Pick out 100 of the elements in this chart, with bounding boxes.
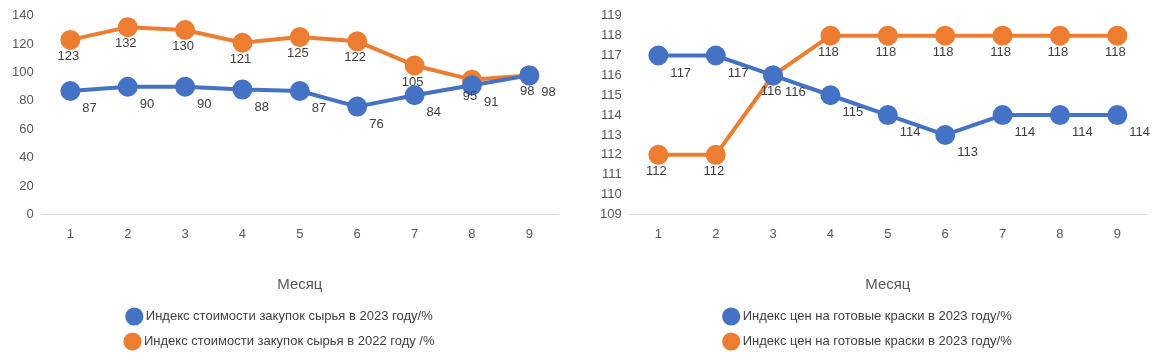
point <box>992 105 1013 126</box>
data-label: 113 <box>957 144 978 160</box>
x-tick-label: 2 <box>124 225 132 241</box>
point <box>1107 105 1128 126</box>
data-label: 114 <box>1071 124 1093 140</box>
point <box>175 76 196 97</box>
data-label: 121 <box>229 50 252 66</box>
point <box>60 80 81 101</box>
data-label: 118 <box>818 43 839 59</box>
x-tick-label: 7 <box>410 225 419 241</box>
x-tick-label: 5 <box>296 225 304 241</box>
data-label: 112 <box>646 162 667 178</box>
y-tick-label: 113 <box>600 126 622 142</box>
data-label: 76 <box>369 115 384 131</box>
point <box>60 29 81 50</box>
data-label: 132 <box>114 35 137 51</box>
point <box>705 45 726 66</box>
legend-label: Индекс цен на готовые краски в 2023 году/% <box>742 308 1013 324</box>
data-label: 87 <box>82 100 97 116</box>
point <box>705 144 726 165</box>
y-tick-label: 115 <box>600 86 622 102</box>
point <box>877 25 898 46</box>
data-label: 130 <box>172 38 194 54</box>
x-tick-label: 6 <box>941 225 949 241</box>
y-tick-label: 116 <box>600 66 622 82</box>
data-label: 90 <box>197 95 212 111</box>
x-tick-label: 5 <box>884 225 892 241</box>
data-label: 118 <box>875 43 897 59</box>
data-label: 118 <box>1104 43 1126 59</box>
point <box>935 124 956 145</box>
data-label: 87 <box>311 100 327 116</box>
data-label: 98 <box>520 83 535 99</box>
legend-label: Индекс стоимости закупок сырья в 2023 году/% <box>145 308 434 324</box>
data-label: 105 <box>401 73 424 89</box>
y-tick-label: 0 <box>26 205 34 221</box>
data-label: 90 <box>139 95 155 111</box>
x-axis-title: Месяц <box>865 275 911 293</box>
y-tick-label: 109 <box>599 205 622 221</box>
x-tick-label: 9 <box>1113 225 1121 241</box>
x-tick-label: 4 <box>826 225 835 241</box>
x-tick-label: 3 <box>769 225 777 241</box>
y-tick-label: 119 <box>600 7 622 23</box>
data-label: 114 <box>899 124 921 140</box>
x-tick-label: 9 <box>525 225 533 241</box>
point <box>935 25 956 46</box>
y-tick-label: 60 <box>19 120 34 136</box>
data-label: 125 <box>286 45 309 61</box>
point <box>1049 25 1070 46</box>
x-tick-label: 8 <box>468 225 476 241</box>
point <box>404 55 425 76</box>
x-tick-label: 1 <box>66 225 74 241</box>
x-tick-label: 2 <box>712 225 720 241</box>
y-tick-label: 100 <box>11 64 34 80</box>
data-label: 112 <box>703 162 725 178</box>
data-label: 116 <box>785 84 806 100</box>
y-tick-label: 111 <box>601 166 622 182</box>
point <box>175 19 196 40</box>
point <box>820 85 841 106</box>
point <box>1107 25 1128 46</box>
point <box>232 79 253 100</box>
point <box>404 85 425 106</box>
point <box>289 80 310 101</box>
y-tick-label: 118 <box>600 27 622 43</box>
data-label: 117 <box>670 64 692 80</box>
y-tick-label: 114 <box>600 106 622 122</box>
data-label: 115 <box>842 104 864 120</box>
y-tick-label: 120 <box>11 35 34 51</box>
data-label: 118 <box>1047 43 1069 59</box>
point <box>232 32 253 53</box>
x-tick-label: 7 <box>998 225 1007 241</box>
x-tick-label: 1 <box>654 225 662 241</box>
point <box>820 25 841 46</box>
point <box>117 17 138 38</box>
y-tick-label: 140 <box>11 7 34 23</box>
data-label: 117 <box>727 64 749 80</box>
y-tick-label: 80 <box>19 92 34 108</box>
x-axis-title: Месяц <box>277 275 323 293</box>
legend-label: Индекс стоимости закупок сырья в 2022 году /% <box>144 333 435 349</box>
point <box>347 31 368 52</box>
y-tick-label: 117 <box>600 47 622 63</box>
data-label: 91 <box>483 94 499 110</box>
point <box>117 76 138 97</box>
x-tick-label: 3 <box>181 225 189 241</box>
data-label: 122 <box>344 49 367 65</box>
x-tick-label: 4 <box>238 225 247 241</box>
point <box>648 45 669 66</box>
x-tick-label: 8 <box>1056 225 1064 241</box>
data-label: 118 <box>990 43 1011 59</box>
data-label: 114 <box>1014 124 1036 140</box>
y-tick-label: 110 <box>600 186 622 202</box>
point <box>289 27 310 48</box>
y-tick-label: 40 <box>19 149 34 165</box>
point <box>347 96 368 117</box>
point <box>877 105 898 126</box>
legend-label: Индекс цен на готовые краски в 2023 году/% <box>742 333 1013 349</box>
y-tick-label: 20 <box>19 177 34 193</box>
data-label: 88 <box>254 98 269 114</box>
data-label: 84 <box>426 104 442 120</box>
y-tick-label: 112 <box>600 146 622 162</box>
point <box>648 144 669 165</box>
